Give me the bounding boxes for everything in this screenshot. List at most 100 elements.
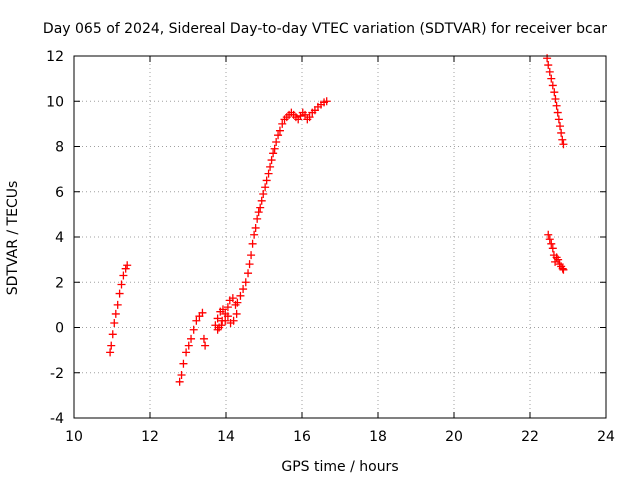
data-point xyxy=(217,321,226,330)
data-series xyxy=(175,308,210,386)
x-tick-label: 16 xyxy=(293,429,311,445)
data-point xyxy=(226,318,235,327)
data-point xyxy=(264,169,273,178)
data-series xyxy=(211,97,331,334)
data-point xyxy=(175,377,184,386)
data-point xyxy=(301,110,310,119)
data-point xyxy=(192,316,201,325)
y-tick-label: 10 xyxy=(46,94,64,110)
y-tick-label: 0 xyxy=(55,321,64,337)
data-point xyxy=(554,115,563,124)
x-tick-labels: 10 12 14 16 18 20 22 24 xyxy=(65,429,615,445)
data-point xyxy=(254,208,263,217)
data-point xyxy=(117,280,126,289)
data-point xyxy=(232,309,241,318)
data-point xyxy=(223,303,232,312)
data-point xyxy=(107,341,116,350)
y-tick-label: 8 xyxy=(55,140,64,156)
data-point xyxy=(221,316,230,325)
data-point xyxy=(239,285,248,294)
y-tick-label: 2 xyxy=(55,275,64,291)
data-point xyxy=(267,156,276,165)
data-point xyxy=(543,54,552,63)
data-point xyxy=(189,325,198,334)
data-point xyxy=(559,265,568,274)
data-point xyxy=(544,61,553,70)
data-point xyxy=(272,137,281,146)
y-tick-label: -4 xyxy=(50,411,64,427)
data-point xyxy=(177,371,186,380)
data-point xyxy=(123,261,132,270)
x-tick-label: 24 xyxy=(597,429,615,445)
data-point xyxy=(559,140,568,149)
data-point xyxy=(278,119,287,128)
data-point xyxy=(257,196,266,205)
data-point xyxy=(250,230,259,239)
data-point xyxy=(244,269,253,278)
data-point xyxy=(548,81,557,90)
data-point xyxy=(213,314,222,323)
x-tick-label: 10 xyxy=(65,429,83,445)
chart-title: Day 065 of 2024, Sidereal Day-to-day VTE… xyxy=(43,21,607,37)
x-tick-label: 22 xyxy=(521,429,539,445)
data-point xyxy=(253,214,262,223)
data-point xyxy=(551,94,560,103)
data-point xyxy=(545,235,554,244)
data-series xyxy=(106,261,132,357)
data-point xyxy=(552,101,561,110)
data-point xyxy=(261,183,270,192)
x-tick-label: 20 xyxy=(445,429,463,445)
x-tick-label: 18 xyxy=(369,429,387,445)
data-point xyxy=(259,190,268,199)
data-point xyxy=(275,126,284,135)
data-point xyxy=(111,309,120,318)
data-point xyxy=(274,131,283,140)
data-point xyxy=(557,128,566,137)
data-point xyxy=(228,294,237,303)
data-point xyxy=(223,312,232,321)
data-point xyxy=(248,239,257,248)
data-point xyxy=(187,334,196,343)
data-point xyxy=(198,308,207,317)
y-tick-label: 6 xyxy=(55,185,64,201)
data-point xyxy=(233,298,242,307)
x-tick-label: 12 xyxy=(141,429,159,445)
data-point xyxy=(256,203,265,212)
data-point xyxy=(545,67,554,76)
data-point xyxy=(262,176,271,185)
data-point xyxy=(558,135,567,144)
grid-lines xyxy=(74,56,606,418)
data-point xyxy=(544,230,553,239)
data-point xyxy=(322,97,331,106)
data-point xyxy=(270,144,279,153)
data-point xyxy=(305,113,314,122)
data-point xyxy=(556,122,565,131)
data-point xyxy=(213,325,222,334)
data-point xyxy=(199,334,208,343)
data-point xyxy=(251,223,260,232)
data-points xyxy=(106,54,568,386)
data-point xyxy=(108,330,117,339)
data-point xyxy=(106,348,115,357)
data-point xyxy=(119,271,128,280)
data-point xyxy=(547,239,556,248)
data-point xyxy=(236,291,245,300)
data-point xyxy=(245,260,254,269)
y-axis-label: SDTVAR / TECUs xyxy=(5,181,21,296)
y-tick-label: 12 xyxy=(46,49,64,65)
data-point xyxy=(550,88,559,97)
data-point xyxy=(266,162,275,171)
data-point xyxy=(554,255,563,264)
data-point xyxy=(218,305,227,314)
data-point xyxy=(553,108,562,117)
data-point xyxy=(558,264,567,273)
data-point xyxy=(121,264,130,273)
x-tick-label: 14 xyxy=(217,429,235,445)
data-point xyxy=(184,341,193,350)
x-axis-label: GPS time / hours xyxy=(281,459,398,475)
data-point xyxy=(179,359,188,368)
data-point xyxy=(247,251,256,260)
data-point xyxy=(182,348,191,357)
